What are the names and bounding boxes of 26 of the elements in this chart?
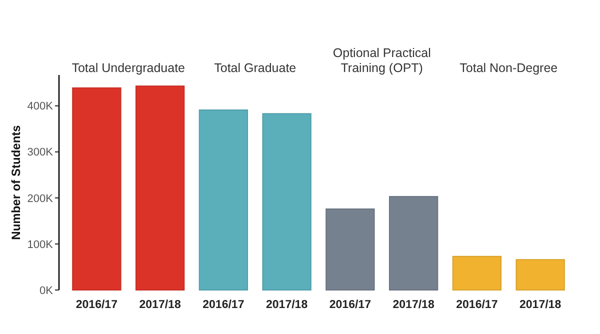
x-tick-label: 2017/18 — [266, 299, 308, 311]
y-tick-label: 0K — [40, 284, 54, 297]
x-tick-label: 2016/17 — [202, 299, 244, 311]
bar — [388, 196, 438, 290]
y-tick-label: 300K — [27, 146, 54, 159]
x-tick-label: 2017/18 — [520, 299, 562, 311]
text: Total Undergraduate — [72, 61, 186, 75]
text: Total Non-Degree — [460, 61, 558, 75]
x-tick-label: 2016/17 — [76, 299, 118, 311]
text: Total Graduate — [214, 61, 296, 75]
text: Optional Practical Training (OPT) — [332, 46, 431, 75]
x-tick-label: 2017/18 — [139, 299, 182, 311]
x-tick-label: 2017/18 — [392, 299, 435, 311]
bar — [135, 86, 185, 290]
bar — [326, 208, 375, 290]
x-tick-label: 2016/17 — [329, 299, 371, 311]
y-tick-label: 200K — [27, 192, 54, 205]
bar — [452, 256, 502, 290]
bar — [262, 113, 312, 290]
y-axis-title: Number of Students — [9, 124, 23, 240]
bar — [198, 109, 248, 290]
y-tick-label: 100K — [27, 238, 54, 251]
x-tick-label: 2016/17 — [456, 299, 498, 311]
bar — [516, 259, 565, 290]
y-tick-label: 400K — [27, 100, 54, 113]
bar — [72, 87, 122, 290]
